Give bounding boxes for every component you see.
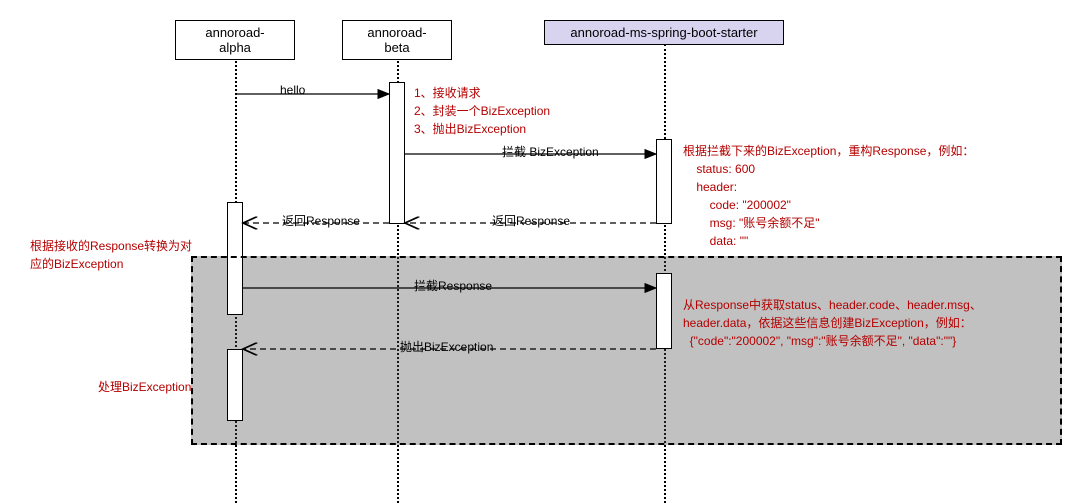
note-handle-biz: 处理BizException	[98, 378, 191, 396]
note-line: data: ""	[683, 232, 974, 250]
note-line: msg: "账号余额不足"	[683, 214, 974, 232]
note-receive: 1、接收请求 2、封装一个BizException 3、抛出BizExcepti…	[414, 84, 550, 138]
participant-label: annoroad-beta	[367, 25, 426, 55]
note-line: code: "200002"	[683, 196, 974, 214]
msg-throw-biz: 抛出BizException	[400, 338, 493, 355]
msg-label-text: 抛出BizException	[400, 340, 493, 354]
msg-intercept-biz: 拦截 BizException	[502, 143, 599, 160]
msg-label-text: hello	[280, 83, 305, 97]
participant-label: annoroad-alpha	[205, 25, 264, 55]
note-rebuild-response: 根据拦截下来的BizException，重构Response，例如： statu…	[683, 142, 974, 250]
msg-label-text: 拦截 BizException	[502, 145, 599, 159]
note-line: {"code":"200002", "msg":"账号余额不足", "data"…	[683, 332, 982, 350]
activation-alpha-1	[227, 202, 243, 315]
participant-label: annoroad-ms-spring-boot-starter	[570, 25, 757, 40]
participant-starter: annoroad-ms-spring-boot-starter	[544, 20, 784, 45]
note-line: 2、封装一个BizException	[414, 102, 550, 120]
participant-beta: annoroad-beta	[342, 20, 452, 60]
note-line: 应的BizException	[30, 255, 192, 273]
note-line: status: 600	[683, 160, 974, 178]
note-line: header:	[683, 178, 974, 196]
note-line: 处理BizException	[98, 378, 191, 396]
note-convert-biz: 根据接收的Response转换为对 应的BizException	[30, 237, 192, 273]
msg-return-resp-2: 返回Response	[282, 212, 360, 229]
msg-label-text: 返回Response	[492, 214, 570, 228]
note-line: 根据接收的Response转换为对	[30, 237, 192, 255]
msg-intercept-resp: 拦截Response	[414, 277, 492, 294]
note-line: 从Response中获取status、header.code、header.ms…	[683, 296, 982, 314]
activation-starter-2	[656, 273, 672, 349]
note-line: 3、抛出BizException	[414, 120, 550, 138]
activation-alpha-2	[227, 349, 243, 421]
msg-label-text: 返回Response	[282, 214, 360, 228]
activation-starter-1	[656, 139, 672, 224]
note-create-biz: 从Response中获取status、header.code、header.ms…	[683, 296, 982, 350]
activation-beta-1	[389, 82, 405, 224]
note-line: header.data，依据这些信息创建BizException，例如：	[683, 314, 982, 332]
note-line: 1、接收请求	[414, 84, 550, 102]
msg-hello: hello	[280, 83, 305, 97]
participant-alpha: annoroad-alpha	[175, 20, 295, 60]
note-line: 根据拦截下来的BizException，重构Response，例如：	[683, 142, 974, 160]
fragment-bg	[191, 256, 1062, 445]
msg-label-text: 拦截Response	[414, 279, 492, 293]
msg-return-resp-1: 返回Response	[492, 212, 570, 229]
